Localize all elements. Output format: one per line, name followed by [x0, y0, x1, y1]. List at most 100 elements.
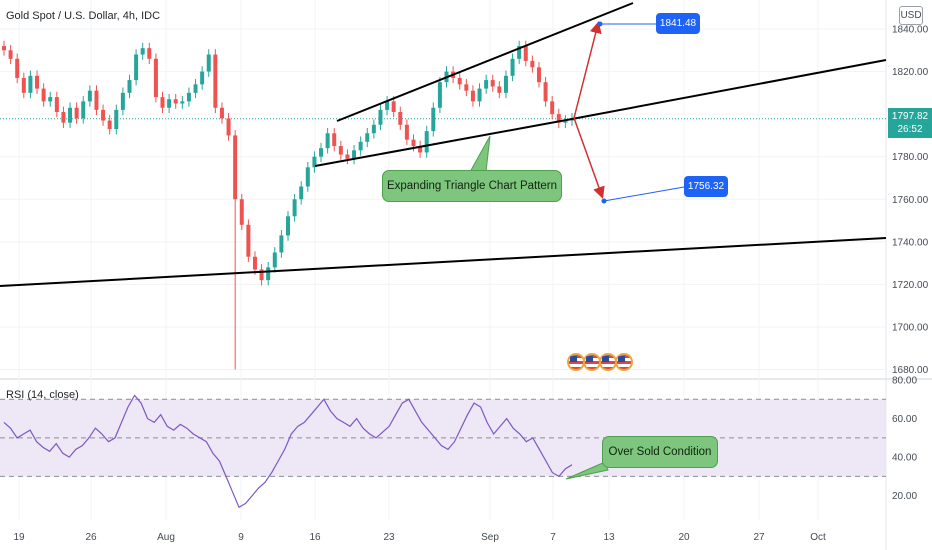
chart-title: Gold Spot / U.S. Dollar, 4h, IDC [6, 10, 161, 22]
time-tick-label: Oct [810, 532, 826, 543]
last-price-tag: 1797.82 26:52 [888, 108, 932, 138]
time-tick-label: 7 [550, 532, 556, 543]
candle-body [299, 186, 304, 200]
target-low-dot [601, 198, 607, 204]
trendline [571, 59, 887, 120]
candle-body [543, 82, 548, 102]
candle-body [497, 86, 502, 93]
candle-body [517, 46, 522, 59]
target-high-label[interactable]: 1841.48 [656, 13, 700, 34]
bar-countdown: 26:52 [897, 124, 923, 135]
price-tick-label: 1680.00 [892, 365, 929, 376]
candle-body [279, 235, 284, 253]
candle-body [15, 58, 20, 78]
price-tick-label: 1760.00 [892, 195, 929, 206]
candle-body [490, 80, 495, 87]
candle-body [134, 54, 139, 81]
target-low-label[interactable]: 1756.32 [684, 176, 728, 197]
rsi-line [3, 394, 573, 509]
candle-body [411, 139, 416, 147]
candle-body [28, 75, 33, 93]
candle-body [437, 82, 442, 108]
candle-body [556, 114, 561, 123]
candle-body [2, 46, 6, 51]
rsi-tick-label: 40.00 [892, 453, 917, 464]
candle-body [371, 124, 376, 134]
candle-body [200, 71, 205, 85]
candle-body [153, 58, 158, 98]
candle-body [352, 150, 357, 159]
candle-body [510, 58, 515, 76]
time-tick-label: 13 [603, 532, 615, 543]
us-flag-icon[interactable] [615, 353, 633, 371]
candle-body [536, 67, 541, 83]
candle-body [21, 77, 26, 93]
rsi-tick-label: 20.00 [892, 491, 917, 502]
candle-body [358, 141, 363, 151]
trendline [314, 118, 573, 167]
candle-body [272, 252, 277, 268]
candle-body [213, 54, 218, 108]
target-low-connector [603, 186, 685, 202]
candle-body [319, 148, 324, 157]
time-tick-label: Aug [157, 532, 175, 543]
candle-body [160, 97, 165, 108]
time-tick-label: 16 [309, 532, 321, 543]
price-tick-label: 1820.00 [892, 67, 929, 78]
rsi-tick-label: 80.00 [892, 376, 917, 387]
candle-body [101, 109, 106, 121]
target-up-arrow [573, 21, 602, 119]
candle-body [173, 99, 178, 104]
trendline [0, 237, 887, 287]
price-tick-label: 1700.00 [892, 322, 929, 333]
last-price-value: 1797.82 [891, 111, 929, 122]
time-tick-label: 27 [753, 532, 765, 543]
candle-body [332, 133, 337, 147]
time-tick-label: 20 [678, 532, 690, 543]
candle-body [404, 124, 409, 140]
candle-body [503, 75, 508, 93]
candle-body [127, 80, 132, 93]
rsi-title: RSI (14, close) [6, 389, 79, 401]
candle-body [114, 109, 119, 130]
candle-body [140, 48, 145, 55]
candle-body [186, 92, 191, 102]
target-high-dot [597, 21, 603, 27]
time-tick-label: 26 [85, 532, 97, 543]
candle-body [563, 120, 568, 123]
candle-body [477, 88, 482, 102]
price-tick-label: 1720.00 [892, 280, 929, 291]
target-down-arrow [573, 117, 605, 199]
candle-body [312, 156, 317, 168]
candle-body [550, 101, 555, 115]
price-tick-label: 1740.00 [892, 237, 929, 248]
oversold-callout[interactable]: Over Sold Condition [602, 436, 718, 468]
candle-body [259, 269, 264, 281]
candle-body [286, 216, 290, 236]
candle-body [147, 48, 152, 59]
candle-body [391, 101, 396, 112]
candle-body [246, 224, 251, 257]
candle-body [523, 46, 528, 61]
candle-body [464, 84, 469, 91]
candle-body [345, 154, 350, 159]
candle-body [484, 80, 489, 89]
candle-body [35, 75, 40, 89]
candle-body [68, 107, 73, 123]
candle-body [424, 131, 429, 153]
candle-body [325, 133, 330, 149]
candle-body [233, 135, 238, 200]
currency-badge[interactable]: USD [899, 6, 923, 25]
time-tick-label: Sep [481, 532, 499, 543]
candle-body [180, 101, 185, 104]
candle-body [167, 99, 172, 108]
candle-body [530, 60, 535, 68]
pattern-callout[interactable]: Expanding Triangle Chart Pattern [382, 170, 562, 202]
candle-body [365, 133, 370, 142]
candle-body [206, 54, 211, 72]
candle-body [252, 256, 257, 270]
economic-events[interactable] [567, 353, 633, 375]
candle-body [431, 107, 436, 132]
